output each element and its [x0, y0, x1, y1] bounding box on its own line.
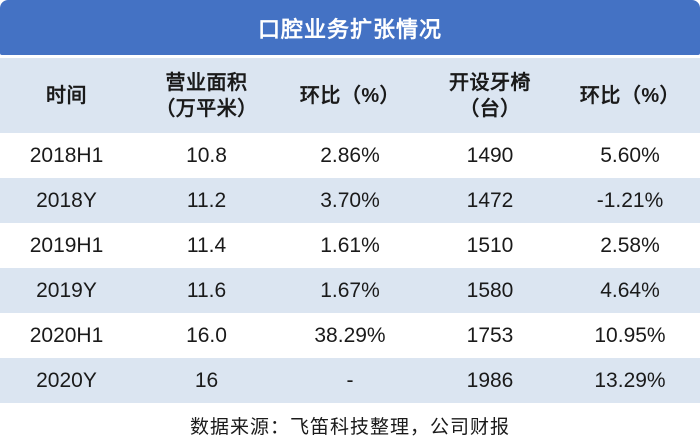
table-row: 2019Y 11.6 1.67% 1580 4.64%	[0, 268, 700, 313]
table-cell: 13.29%	[560, 358, 700, 403]
table-row: 2020Y 16-1986 13.29%	[0, 358, 700, 403]
table-cell: -1.21%	[560, 178, 700, 223]
source-note: 数据来源：飞笛科技整理，公司财报	[189, 417, 510, 438]
table-cell: 38.29%	[280, 313, 420, 358]
table-title-bar: 口腔业务扩张情况	[0, 0, 700, 55]
table-row: 2018H1 10.8 2.86% 1490 5.60%	[0, 133, 700, 178]
column-header: 环比（%）	[560, 58, 700, 133]
table-cell: 11.6	[133, 268, 280, 313]
data-table: 时间 营业面积 （万平米） 环比（%） 开设牙椅 （台） 环比（%） 2018H1 10.…	[0, 58, 700, 403]
table-cell: 1472	[420, 178, 560, 223]
column-header: 环比（%）	[280, 58, 420, 133]
table-cell: 3.70%	[280, 178, 420, 223]
table-cell: 2020Y	[0, 358, 133, 403]
table-cell: 1.61%	[280, 223, 420, 268]
table-cell: 1510	[420, 223, 560, 268]
column-header: 开设牙椅 （台）	[420, 58, 560, 133]
table-cell: 11.4	[133, 223, 280, 268]
table-cell: 1.67%	[280, 268, 420, 313]
table-cell: 2019H1	[0, 223, 133, 268]
table-cell: 16	[133, 358, 280, 403]
table-cell: 2.58%	[560, 223, 700, 268]
table-cell: 11.2	[133, 178, 280, 223]
table-cell: 16.0	[133, 313, 280, 358]
table-cell: 2020H1	[0, 313, 133, 358]
table-cell: 2019Y	[0, 268, 133, 313]
table-cell: 1986	[420, 358, 560, 403]
table-cell: 10.8	[133, 133, 280, 178]
column-header: 时间	[0, 58, 133, 133]
column-header: 营业面积 （万平米）	[133, 58, 280, 133]
table-cell: 10.95%	[560, 313, 700, 358]
table-cell: -	[280, 358, 420, 403]
table-row: 2019H1 11.4 1.61% 1510 2.58%	[0, 223, 700, 268]
table-cell: 2018H1	[0, 133, 133, 178]
table-cell: 1580	[420, 268, 560, 313]
table-row: 2020H1 16.0 38.29% 1753 10.95%	[0, 313, 700, 358]
table-cell: 1490	[420, 133, 560, 178]
table-title: 口腔业务扩张情况	[257, 16, 442, 42]
table-cell: 1753	[420, 313, 560, 358]
table-cell: 2.86%	[280, 133, 420, 178]
table-row: 2018Y 11.2 3.70% 1472 -1.21%	[0, 178, 700, 223]
table-cell: 4.64%	[560, 268, 700, 313]
table-cell: 2018Y	[0, 178, 133, 223]
table-cell: 5.60%	[560, 133, 700, 178]
header-row: 时间 营业面积 （万平米） 环比（%） 开设牙椅 （台） 环比（%）	[0, 58, 700, 133]
